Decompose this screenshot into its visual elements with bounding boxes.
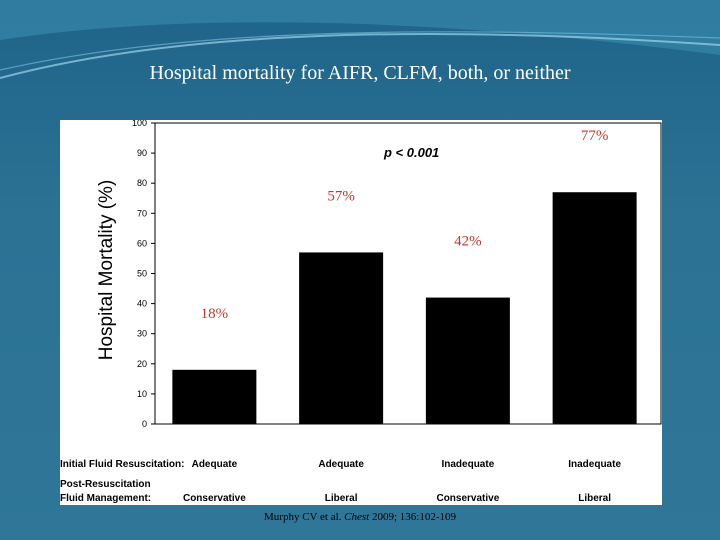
y-tick-label: 90 <box>137 148 147 158</box>
y-tick-label: 60 <box>137 238 147 248</box>
citation-authors: Murphy CV et al. <box>264 511 345 523</box>
bar-1 <box>172 369 257 424</box>
row2-value-4: Liberal <box>578 493 611 504</box>
title-decoration-swoosh <box>0 0 720 79</box>
y-tick-label: 10 <box>137 389 147 399</box>
p-value-annotation: p < 0.001 <box>383 145 439 160</box>
row1-value-2: Adequate <box>318 459 364 470</box>
row1-value-3: Inadequate <box>441 459 494 470</box>
chart-panel: 0 10 20 30 40 50 60 70 80 90 100 18% 57% 42% 77% Adequ… <box>60 120 662 505</box>
row2-label-line1: Post-Resuscitation <box>60 479 151 490</box>
y-tick-label: 100 <box>132 120 147 128</box>
row1-label: Initial Fluid Resuscitation: <box>60 459 184 470</box>
slide-title: Hospital mortality for AIFR, CLFM, both,… <box>149 62 571 84</box>
bar-4 <box>552 192 637 424</box>
bar-value-label-3: 42% <box>454 234 482 250</box>
y-tick-label: 20 <box>137 359 147 369</box>
bar-value-label-2: 57% <box>327 188 355 204</box>
citation-journal: Chest <box>344 511 370 523</box>
row1-value-4: Inadequate <box>568 459 621 470</box>
y-tick-label: 40 <box>137 299 147 309</box>
bar-2 <box>299 252 384 424</box>
bar-value-label-1: 18% <box>201 306 229 322</box>
bar-value-label-4: 77% <box>581 128 609 144</box>
y-tick-label: 50 <box>137 269 147 279</box>
y-tick-label: 30 <box>137 329 147 339</box>
row2-value-2: Liberal <box>325 493 358 504</box>
y-tick-label: 70 <box>137 208 147 218</box>
bar-3 <box>425 297 510 424</box>
citation-details: 2009; 136:102-109 <box>369 511 456 523</box>
citation: Murphy CV et al. Chest 2009; 136:102-109 <box>0 511 720 523</box>
row2-value-1: Conservative <box>183 493 246 504</box>
row2-value-3: Conservative <box>436 493 499 504</box>
y-tick-label: 80 <box>137 178 147 188</box>
y-tick-label: 0 <box>142 419 147 429</box>
row2-label-line2: Fluid Management: <box>60 493 151 504</box>
y-axis-label: Hospital Mortality (%) <box>96 180 117 361</box>
mortality-bar-chart: 0 10 20 30 40 50 60 70 80 90 100 18% 57% 42% 77% Adequ… <box>60 120 662 504</box>
row1-value-1: Adequate <box>192 459 238 470</box>
